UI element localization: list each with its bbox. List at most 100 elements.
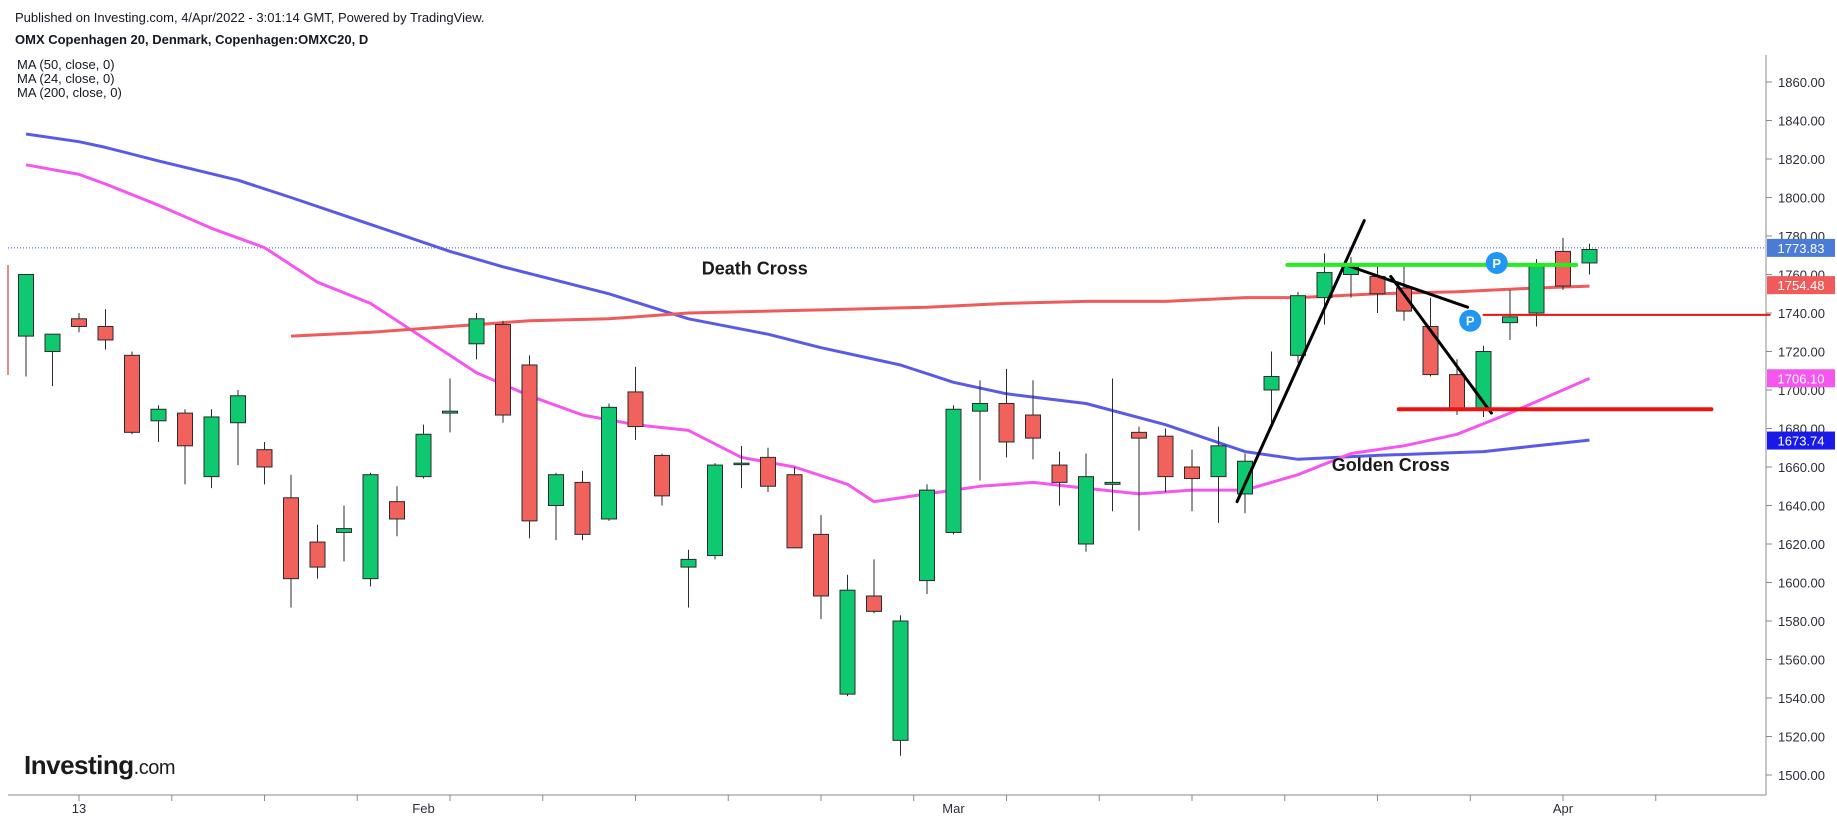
x-tick-label: Mar [942, 801, 965, 816]
y-tick-label: 1500.00 [1778, 768, 1825, 783]
y-tick-label: 1660.00 [1778, 460, 1825, 475]
y-tick-label: 1520.00 [1778, 730, 1825, 745]
candle-down [495, 324, 511, 416]
candle-up [1290, 295, 1306, 356]
y-tick-label: 1860.00 [1778, 75, 1825, 90]
pivot-label: P [1466, 314, 1475, 329]
y-tick-label: 1600.00 [1778, 576, 1825, 591]
candle-up [203, 416, 220, 478]
candle-down [866, 595, 882, 612]
price-label: 1754.48 [1778, 278, 1825, 293]
candle-up [336, 528, 352, 533]
candle-down [309, 541, 326, 568]
x-tick-label: Apr [1553, 801, 1574, 816]
candle-up [601, 406, 617, 520]
candle-down [786, 474, 803, 549]
pivot-label: P [1492, 256, 1501, 271]
candle-up [18, 274, 34, 337]
candle-up [415, 433, 432, 478]
candle-up [1502, 316, 1518, 324]
candle-down [283, 497, 299, 580]
x-tick-label: Feb [412, 801, 434, 816]
ma24-line [25, 163, 1591, 504]
candle-up [468, 318, 485, 345]
x-tick-label: 13 [72, 801, 86, 816]
price-label-box [1767, 238, 1835, 257]
candle-down [1131, 431, 1147, 439]
candle-up [1078, 476, 1094, 545]
candle-up [44, 333, 61, 352]
candle-up [1528, 264, 1545, 314]
price-label: 1673.74 [1778, 434, 1825, 449]
candle-up [1316, 272, 1333, 299]
candle-up [839, 589, 856, 695]
price-label-box [1767, 276, 1835, 295]
candle-up [1581, 248, 1598, 264]
candle-down [1396, 287, 1412, 312]
ma50-line [25, 132, 1590, 461]
indicator-ma24-label[interactable]: MA (24, close, 0) [17, 71, 115, 86]
y-tick-label: 1620.00 [1778, 537, 1825, 552]
y-tick-label: 1640.00 [1778, 499, 1825, 514]
candle-down [760, 456, 776, 487]
y-tick-label: 1580.00 [1778, 614, 1825, 629]
candle-up [1263, 376, 1280, 391]
candle-down [124, 354, 140, 433]
y-tick-label: 1740.00 [1778, 306, 1825, 321]
candle-up [1104, 481, 1121, 485]
y-tick-label: 1720.00 [1778, 345, 1825, 360]
price-label-box [1767, 431, 1835, 450]
y-tick-label: 1560.00 [1778, 653, 1825, 668]
trend-line [1235, 219, 1366, 504]
annotation-label: Death Cross [702, 259, 808, 279]
candle-up [150, 408, 167, 422]
trend-line [1389, 274, 1493, 415]
y-tick-label: 1820.00 [1778, 152, 1825, 167]
indicator-ma50-label[interactable]: MA (50, close, 0) [17, 57, 115, 72]
candle-down [998, 402, 1015, 443]
candle-up [680, 558, 697, 568]
candle-down [654, 454, 670, 497]
candle-up [1237, 460, 1253, 495]
candle-up [892, 620, 909, 741]
candle-down [1184, 466, 1200, 480]
y-tick-label: 1800.00 [1778, 191, 1825, 206]
candle-down [177, 412, 193, 447]
investing-logo: Investing.com [24, 750, 175, 780]
published-caption: Published on Investing.com, 4/Apr/2022 -… [15, 10, 485, 25]
candle-down [1449, 374, 1465, 410]
candle-up [230, 395, 246, 424]
price-label: 1706.10 [1778, 371, 1825, 386]
candle-up [707, 464, 723, 557]
candle-down [1422, 325, 1439, 376]
candle-up [1210, 445, 1227, 478]
candle-up [362, 474, 379, 580]
candles [18, 237, 1598, 756]
price-label-box [1767, 369, 1835, 388]
trend-line [1344, 263, 1470, 309]
candle-up [548, 474, 564, 507]
candle-down [1157, 435, 1174, 478]
candle-down [813, 533, 829, 597]
candle-down [97, 325, 114, 341]
price-label: 1773.83 [1778, 241, 1825, 256]
indicator-ma200-label[interactable]: MA (200, close, 0) [17, 85, 122, 100]
pivot-marker [1485, 251, 1508, 274]
candle-up [919, 489, 935, 582]
candle-down [1025, 414, 1041, 439]
annotation-label: Golden Cross [1332, 455, 1450, 475]
candle-down [71, 318, 87, 327]
ma200-line [290, 284, 1590, 338]
candle-down [1555, 250, 1571, 287]
candle-down [627, 391, 644, 428]
candle-up [945, 408, 962, 533]
candle-down [256, 449, 273, 468]
pivot-marker [1459, 309, 1482, 332]
candle-up [442, 410, 458, 414]
y-tick-label: 1840.00 [1778, 114, 1825, 129]
candle-up [733, 462, 750, 466]
y-tick-label: 1540.00 [1778, 691, 1825, 706]
candle-down [389, 501, 405, 520]
candle-down [1051, 464, 1068, 483]
